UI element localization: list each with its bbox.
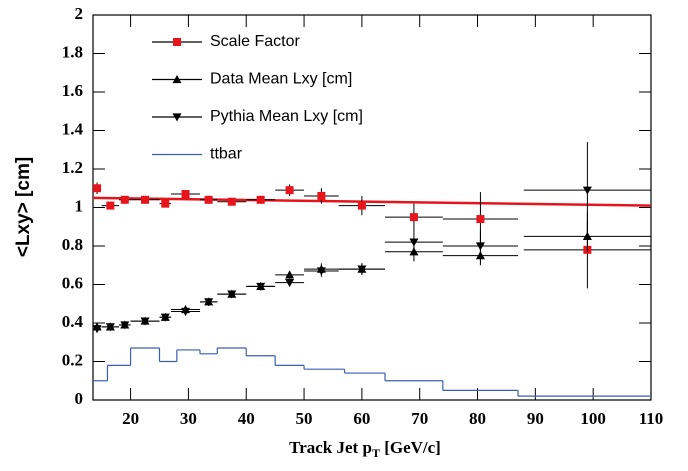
y-tick-label: 0.8 (62, 235, 83, 254)
x-axis-label: Track Jet pT [GeV/c] (289, 438, 441, 460)
marker (204, 298, 214, 307)
marker (172, 75, 182, 84)
marker (160, 313, 170, 322)
x-label-sub: T (372, 446, 380, 460)
y-tick-label: 1.6 (62, 81, 83, 100)
y-tick-label: 2 (75, 4, 84, 23)
marker (409, 213, 418, 222)
marker (106, 201, 115, 210)
marker (476, 215, 485, 224)
marker (161, 199, 170, 208)
y-tick-label: 1.2 (62, 158, 83, 177)
x-tick-label: 80 (469, 409, 486, 428)
marker (409, 238, 419, 247)
marker (317, 191, 326, 200)
legend-label: Pythia Mean Lxy [cm] (210, 108, 363, 125)
y-tick-label: 0.6 (62, 273, 83, 292)
marker (227, 290, 237, 299)
marker (256, 195, 265, 204)
marker (140, 317, 150, 326)
marker (173, 38, 181, 46)
marker (92, 325, 102, 334)
marker (120, 321, 130, 330)
marker (204, 195, 213, 204)
marker (316, 267, 326, 276)
y-tick-label: 1.4 (62, 119, 84, 138)
legend-label: Data Mean Lxy [cm] (210, 71, 352, 88)
marker (475, 242, 485, 251)
marker (181, 307, 191, 316)
y-tick-label: 1.8 (62, 42, 83, 61)
y-tick-label: 1 (75, 196, 84, 215)
marker (285, 278, 295, 288)
marker (120, 195, 129, 204)
x-label-main: Track Jet p (289, 438, 372, 457)
x-tick-label: 90 (527, 409, 544, 428)
x-tick-label: 40 (238, 409, 255, 428)
marker (227, 197, 236, 206)
x-tick-label: 70 (411, 409, 428, 428)
x-tick-label: 60 (353, 409, 370, 428)
x-tick-label: 50 (296, 409, 313, 428)
plot-frame (92, 14, 652, 401)
marker (141, 195, 150, 204)
marker (172, 113, 182, 122)
marker (285, 186, 294, 195)
marker (357, 201, 366, 210)
marker (181, 190, 190, 199)
marker (105, 323, 115, 332)
y-axis-label: <Lxy> [cm] (13, 157, 34, 257)
legend-label: ttbar (210, 146, 243, 163)
marker (285, 270, 295, 279)
marker (93, 184, 102, 193)
x-tick-label: 110 (639, 409, 664, 428)
marker (256, 282, 266, 291)
x-tick-label: 30 (180, 409, 197, 428)
marker (582, 186, 592, 195)
x-tick-label: 100 (580, 409, 606, 428)
marker (357, 265, 367, 274)
legend-label: Scale Factor (210, 33, 300, 50)
x-label-unit: [GeV/c] (384, 438, 441, 457)
y-tick-label: 0.4 (62, 312, 84, 331)
y-tick-label: 0.2 (62, 350, 83, 369)
x-tick-label: 20 (122, 409, 139, 428)
y-tick-label: 0 (75, 389, 84, 408)
fit-line (92, 196, 652, 207)
